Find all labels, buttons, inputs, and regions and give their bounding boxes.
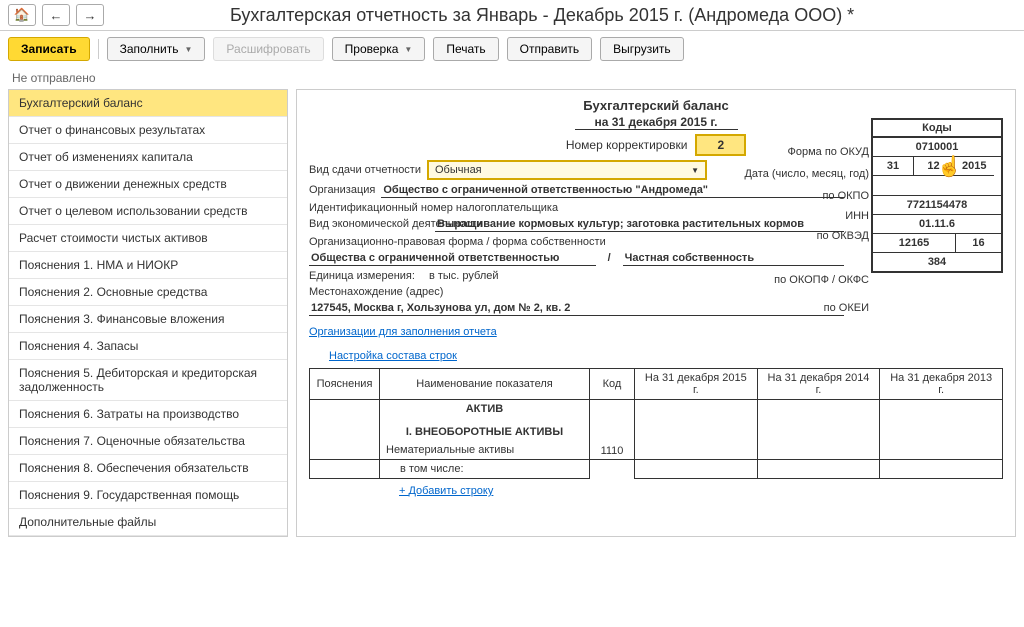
status-text: Не отправлено	[0, 67, 1024, 89]
col-2014: На 31 декабря 2014 г.	[757, 369, 880, 400]
okpo-value	[873, 176, 1001, 196]
send-button[interactable]: Отправить	[507, 37, 593, 61]
cell-val-2015[interactable]	[635, 460, 758, 479]
okpo-label: по ОКПО	[822, 190, 869, 202]
fill-button[interactable]: Заполнить▼	[107, 37, 206, 61]
asset-header: АКТИВ	[380, 400, 590, 419]
decode-button: Расшифровать	[213, 37, 323, 61]
legal-form-label: Организационно-правовая форма / форма со…	[309, 236, 606, 248]
check-button[interactable]: Проверка▼	[332, 37, 426, 61]
report-type-dropdown[interactable]: Обычная ▼	[427, 160, 707, 180]
cell-val-2013[interactable]	[880, 460, 1003, 479]
sidebar-item-notes5[interactable]: Пояснения 5. Дебиторская и кредиторская …	[9, 360, 287, 401]
activity-label: Вид экономической деятельности	[309, 218, 429, 230]
address-label: Местонахождение (адрес)	[309, 286, 443, 298]
document-title: Бухгалтерский баланс	[309, 98, 1003, 113]
inn-code-label: ИНН	[845, 210, 869, 222]
add-row-link[interactable]: + Добавить строку	[399, 485, 493, 497]
sidebar-item-notes3[interactable]: Пояснения 3. Финансовые вложения	[9, 306, 287, 333]
org-label: Организация	[309, 184, 375, 196]
back-button[interactable]: ←	[42, 4, 70, 26]
sidebar-item-notes4[interactable]: Пояснения 4. Запасы	[9, 333, 287, 360]
org-value: Общество с ограниченной ответственностью…	[381, 184, 844, 198]
cell-2015-empty[interactable]	[635, 400, 758, 460]
date-day: 31	[873, 157, 913, 176]
unit-label: Единица измерения:	[309, 270, 415, 282]
row-nma: Нематериальные активы	[380, 441, 590, 460]
report-type-label: Вид сдачи отчетности	[309, 164, 421, 176]
orgs-link[interactable]: Организации для заполнения отчета	[309, 326, 497, 338]
sidebar: Бухгалтерский баланс Отчет о финансовых …	[8, 89, 288, 537]
balance-table: Пояснения Наименование показателя Код На…	[309, 368, 1003, 479]
forward-button[interactable]: →	[76, 4, 104, 26]
sidebar-item-capital[interactable]: Отчет об изменениях капитала	[9, 144, 287, 171]
row-including: в том числе:	[380, 460, 590, 479]
date-month: 12	[913, 157, 953, 176]
sidebar-item-notes1[interactable]: Пояснения 1. НМА и НИОКР	[9, 252, 287, 279]
col-code: Код	[590, 369, 635, 400]
address-value: 127545, Москва г, Хользунова ул, дом № 2…	[309, 302, 844, 316]
legal-form-value1: Общества с ограниченной ответственностью	[309, 252, 596, 266]
sidebar-item-notes6[interactable]: Пояснения 6. Затраты на производство	[9, 401, 287, 428]
rows-config-link[interactable]: Настройка состава строк	[329, 350, 457, 362]
sidebar-item-notes7[interactable]: Пояснения 7. Оценочные обязательства	[9, 428, 287, 455]
cell-2014-empty[interactable]	[757, 400, 880, 460]
date-label: Дата (число, месяц, год)	[744, 168, 869, 180]
sidebar-item-netassets[interactable]: Расчет стоимости чистых активов	[9, 225, 287, 252]
correction-value[interactable]: 2	[695, 134, 746, 156]
okei-label: по ОКЕИ	[824, 302, 869, 314]
page-title: Бухгалтерская отчетность за Январь - Дек…	[230, 5, 854, 26]
sidebar-item-notes2[interactable]: Пояснения 2. Основные средства	[9, 279, 287, 306]
document-date: на 31 декабря 2015 г.	[575, 115, 738, 130]
cell-explain-2[interactable]	[310, 460, 380, 479]
col-2013: На 31 декабря 2013 г.	[880, 369, 1003, 400]
sidebar-item-notes9[interactable]: Пояснения 9. Государственная помощь	[9, 482, 287, 509]
col-name: Наименование показателя	[380, 369, 590, 400]
document-content: ☝️ Коды 0710001 31 12 2015 7721154478 01…	[296, 89, 1016, 537]
home-button[interactable]: 🏠	[8, 4, 36, 26]
correction-label: Номер корректировки	[566, 138, 688, 152]
sidebar-item-targeted[interactable]: Отчет о целевом использовании средств	[9, 198, 287, 225]
legal-form-value2: Частная собственность	[623, 252, 844, 266]
okei-value: 384	[873, 253, 1001, 271]
cell-explain[interactable]	[310, 400, 380, 460]
export-button[interactable]: Выгрузить	[600, 37, 684, 61]
col-2015: На 31 декабря 2015 г.	[635, 369, 758, 400]
sidebar-item-cashflow[interactable]: Отчет о движении денежных средств	[9, 171, 287, 198]
okopf-value: 12165	[873, 234, 955, 253]
sidebar-item-finresults[interactable]: Отчет о финансовых результатах	[9, 117, 287, 144]
sidebar-item-notes8[interactable]: Пояснения 8. Обеспечения обязательств	[9, 455, 287, 482]
inn-value: 7721154478	[873, 196, 1001, 215]
sidebar-item-balance[interactable]: Бухгалтерский баланс	[9, 90, 287, 117]
cell-code-1110: 1110	[590, 442, 635, 461]
activity-value: Выращивание кормовых культур; заготовка …	[435, 218, 844, 232]
cell-val-2014[interactable]	[757, 460, 880, 479]
print-button[interactable]: Печать	[433, 37, 498, 61]
col-explain: Пояснения	[310, 369, 380, 400]
sidebar-item-files[interactable]: Дополнительные файлы	[9, 509, 287, 536]
chevron-down-icon: ▼	[185, 45, 193, 54]
cell-2013-empty[interactable]	[880, 400, 1003, 460]
okopf-label: по ОКОПФ / ОКФС	[774, 274, 869, 286]
chevron-down-icon: ▼	[404, 45, 412, 54]
date-year: 2015	[953, 157, 994, 176]
okved-label: по ОКВЭД	[817, 230, 869, 242]
chevron-down-icon: ▼	[691, 166, 699, 175]
inn-label: Идентификационный номер налогоплательщик…	[309, 202, 558, 214]
unit-value: в тыс. рублей	[429, 270, 499, 282]
okved-value: 01.11.6	[873, 215, 1001, 234]
save-button[interactable]: Записать	[8, 37, 90, 61]
section-header: I. ВНЕОБОРОТНЫЕ АКТИВЫ	[380, 418, 590, 441]
okfs-value: 16	[955, 234, 1001, 253]
